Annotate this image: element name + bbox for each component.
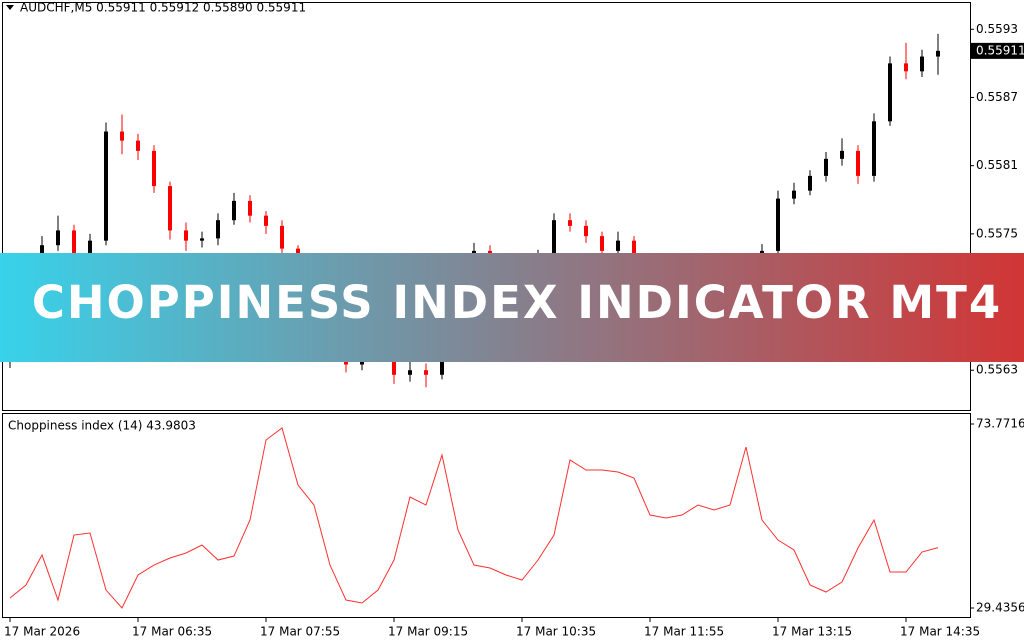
- x-tick-label: 17 Mar 06:35: [132, 625, 212, 639]
- candle-body: [808, 175, 812, 191]
- current-price-label: 0.55911: [976, 43, 1024, 57]
- indicator-panel-frame: [2, 413, 971, 618]
- y-tick-label: 0.5587: [976, 90, 1018, 104]
- candle-body: [56, 230, 60, 246]
- candle-body: [264, 215, 268, 226]
- x-tick-label: 17 Mar 11:55: [644, 625, 724, 639]
- candle-body: [72, 230, 76, 256]
- candle-body: [920, 56, 924, 72]
- banner-title: CHOPPINESS INDEX INDICATOR MT4: [32, 276, 1002, 329]
- candle-body: [424, 370, 428, 375]
- x-tick-label: 17 Mar 2026: [4, 625, 80, 639]
- candle-body: [104, 131, 108, 241]
- y-tick-label: 0.5575: [976, 226, 1018, 240]
- x-tick-label: 17 Mar 10:35: [516, 625, 596, 639]
- candle-body: [776, 198, 780, 251]
- candle-body: [936, 50, 940, 57]
- candle-body: [584, 225, 588, 237]
- candle-body: [552, 220, 556, 256]
- candle-body: [200, 238, 204, 241]
- candle-body: [248, 200, 252, 216]
- x-tick-label: 17 Mar 09:15: [388, 625, 468, 639]
- x-tick-label: 17 Mar 13:15: [772, 625, 852, 639]
- candle-body: [120, 131, 124, 141]
- candle-body: [616, 240, 620, 251]
- candle-body: [136, 140, 140, 151]
- candle-body: [872, 121, 876, 176]
- y-tick-label: 0.5563: [976, 363, 1018, 377]
- price-panel-frame: [2, 2, 971, 411]
- banner-background: [0, 253, 1024, 362]
- candle-body: [168, 186, 172, 231]
- candle-body: [232, 200, 236, 221]
- candle-body: [568, 220, 572, 226]
- current-price-tag: [970, 42, 1024, 59]
- candle-body: [856, 150, 860, 176]
- candle-body: [600, 236, 604, 251]
- choppiness-line: [9, 427, 939, 609]
- candle-body: [840, 150, 844, 159]
- y-tick-label: 73.7716: [976, 416, 1024, 430]
- candle-body: [408, 370, 412, 375]
- x-tick-label: 17 Mar 14:35: [900, 625, 980, 639]
- x-tick-label: 17 Mar 07:55: [260, 625, 340, 639]
- candle-body: [152, 150, 156, 187]
- candle-body: [88, 240, 92, 256]
- y-tick-label: 0.5593: [976, 22, 1018, 36]
- banner: CHOPPINESS INDEX INDICATOR MT4: [0, 253, 1024, 362]
- candle-body: [280, 225, 284, 249]
- indicator-header: Choppiness index (14) 43.9803: [8, 419, 196, 433]
- candle-body: [824, 158, 828, 176]
- candle-body: [904, 63, 908, 72]
- candle-body: [216, 220, 220, 239]
- candle-body: [888, 63, 892, 122]
- symbol-header: AUDCHF,M5 0.55911 0.55912 0.55890 0.5591…: [20, 1, 306, 15]
- y-tick-label: 29.4356: [976, 601, 1024, 615]
- collapse-arrow[interactable]: [6, 5, 14, 10]
- y-tick-label: 0.5581: [976, 158, 1018, 172]
- candle-body: [184, 230, 188, 241]
- candle-body: [792, 190, 796, 199]
